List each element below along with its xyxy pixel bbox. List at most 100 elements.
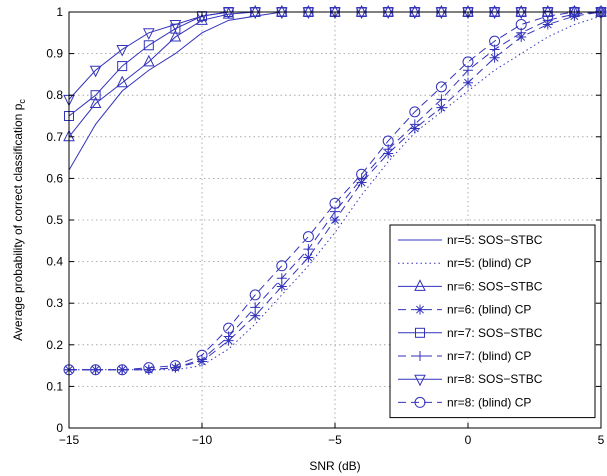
legend-label: nr=8: SOS−STBC xyxy=(447,372,543,386)
legend-label: nr=6: SOS−STBC xyxy=(447,279,543,293)
marker-circle xyxy=(489,35,501,47)
legend: nr=5: SOS−STBC nr=5: (blind) CP nr=6: SOS−… xyxy=(389,224,596,419)
axis-ticks: −15 −10 −5 0 5 0 0.1 0.2 0.3 0.4 0.5 0.6 0.7 0.8 0.9 1 xyxy=(46,5,604,447)
legend-entry: nr=8: (blind) CP xyxy=(398,395,531,409)
legend-entry: nr=5: (blind) CP xyxy=(398,256,531,270)
marker-triangle-down xyxy=(142,28,155,40)
marker-triangle-down xyxy=(275,7,288,20)
marker-triangle-down xyxy=(414,374,426,387)
marker-triangle-down xyxy=(89,65,102,78)
marker-square xyxy=(415,327,425,338)
series-line xyxy=(69,11,601,371)
marker-triangle-up xyxy=(116,75,129,88)
marker-circle xyxy=(382,135,394,147)
legend-entry: nr=7: SOS−STBC xyxy=(398,326,543,340)
marker-triangle-down xyxy=(408,7,421,20)
y-tick-label: 1 xyxy=(56,5,63,19)
marker-star xyxy=(303,252,314,263)
marker-circle xyxy=(356,168,368,180)
x-tick-label: −10 xyxy=(192,433,213,447)
marker-square xyxy=(90,90,101,101)
marker-plus xyxy=(276,273,287,284)
marker-triangle-down xyxy=(169,19,182,32)
marker-circle xyxy=(116,364,128,376)
marker-star xyxy=(330,215,340,225)
marker-triangle-down xyxy=(515,7,528,20)
y-axis-label-subscript: c xyxy=(17,99,27,104)
marker-circle xyxy=(462,56,474,68)
marker-circle xyxy=(302,231,314,243)
marker-circle xyxy=(435,81,447,93)
marker-triangle-down xyxy=(382,7,395,20)
marker-circle xyxy=(414,396,426,408)
x-tick-label: 5 xyxy=(598,433,605,447)
y-tick-label: 0.2 xyxy=(46,338,63,352)
marker-plus xyxy=(436,94,447,105)
marker-plus xyxy=(409,119,420,130)
marker-square xyxy=(143,40,154,51)
marker-triangle-up xyxy=(196,13,208,25)
marker-plus xyxy=(303,244,314,255)
marker-circle xyxy=(515,18,527,30)
legend-label: nr=7: SOS−STBC xyxy=(447,326,543,340)
marker-circle xyxy=(169,360,181,372)
marker-star xyxy=(463,77,473,88)
marker-triangle-down xyxy=(488,7,501,20)
marker-circle xyxy=(196,349,208,361)
legend-entry: nr=6: (blind) CP xyxy=(398,303,531,317)
marker-circle xyxy=(542,10,554,22)
marker-triangle-up xyxy=(169,29,182,42)
x-tick-label: 0 xyxy=(465,433,472,447)
marker-star xyxy=(250,310,261,321)
y-axis-label-main: Average probability of correct classific… xyxy=(11,103,25,341)
legend-label: nr=5: (blind) CP xyxy=(447,256,531,270)
marker-circle xyxy=(329,197,341,209)
y-tick-label: 0.3 xyxy=(46,296,63,310)
legend-entry: nr=8: SOS−STBC xyxy=(398,372,543,387)
marker-triangle-down xyxy=(435,7,448,20)
legend-entry: nr=6: SOS−STBC xyxy=(398,279,543,293)
marker-square xyxy=(117,61,128,72)
series-2 xyxy=(69,15,602,371)
marker-triangle-up xyxy=(89,96,102,109)
y-tick-label: 0.7 xyxy=(46,130,63,144)
legend-entry: nr=7: (blind) CP xyxy=(398,349,531,363)
marker-circle xyxy=(143,362,155,374)
marker-triangle-down xyxy=(302,7,315,20)
marker-star xyxy=(415,304,425,315)
legend-label: nr=5: SOS−STBC xyxy=(447,233,543,247)
marker-star xyxy=(489,52,500,63)
marker-triangle-down xyxy=(222,7,235,20)
x-tick-label: −15 xyxy=(59,433,80,447)
marker-triangle-down xyxy=(595,7,607,20)
x-tick-label: −5 xyxy=(328,433,342,447)
legend-label: nr=7: (blind) CP xyxy=(447,349,531,363)
marker-circle xyxy=(223,322,235,334)
marker-circle xyxy=(90,364,102,376)
y-tick-label: 0.4 xyxy=(46,255,63,269)
legend-label: nr=6: (blind) CP xyxy=(447,303,531,317)
legend-box xyxy=(389,224,596,419)
y-tick-label: 0.1 xyxy=(46,379,63,393)
legend-entry: nr=5: SOS−STBC xyxy=(398,233,543,247)
marker-triangle-up xyxy=(414,279,426,291)
y-axis-label: Average probability of correct classific… xyxy=(11,99,27,341)
x-axis-label: SNR (dB) xyxy=(309,459,360,473)
y-tick-label: 0.9 xyxy=(46,47,63,61)
marker-triangle-up xyxy=(142,54,155,67)
y-tick-label: 0.8 xyxy=(46,88,63,102)
marker-triangle-down xyxy=(462,7,474,20)
series-line xyxy=(69,15,602,371)
marker-star xyxy=(276,281,287,292)
marker-triangle-down xyxy=(329,7,341,20)
marker-triangle-down xyxy=(568,7,581,20)
marker-triangle-down xyxy=(355,7,368,20)
marker-circle xyxy=(249,289,261,301)
y-tick-label: 0.6 xyxy=(46,171,63,185)
marker-triangle-down xyxy=(116,44,129,57)
marker-star xyxy=(436,102,447,113)
marker-plus xyxy=(415,351,425,361)
marker-circle xyxy=(276,260,288,272)
marker-triangle-down xyxy=(541,7,554,20)
